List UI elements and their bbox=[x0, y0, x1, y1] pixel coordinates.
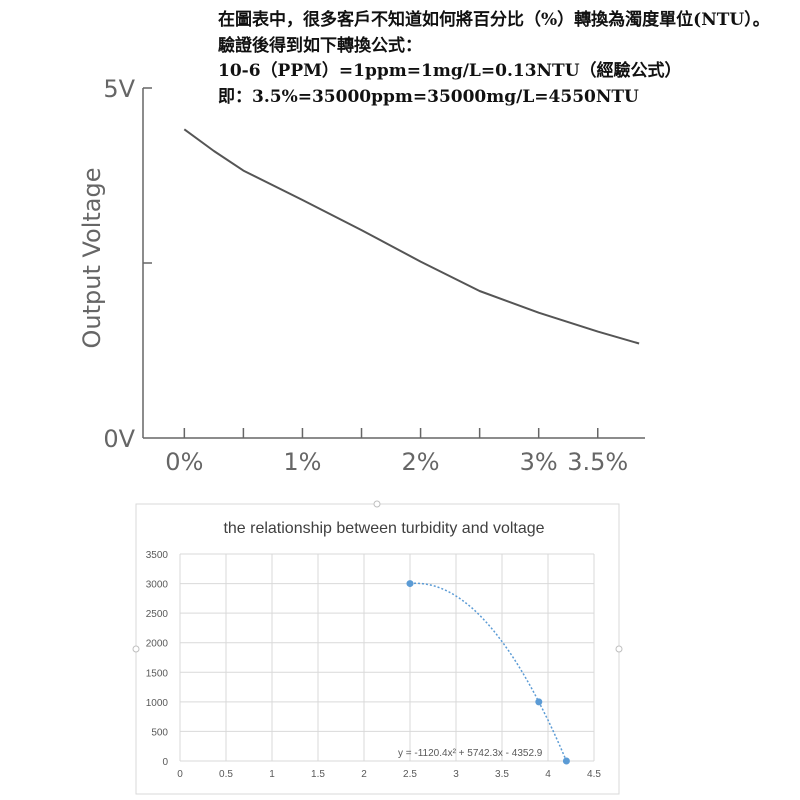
chart2-frame bbox=[135, 503, 620, 795]
chart2-y-tick-label: 3000 bbox=[146, 580, 169, 591]
chart1-y-axis-label: Output Voltage bbox=[78, 167, 106, 348]
chart2-y-ticks: 0 500 1000 1500 2000 2500 3000 3500 bbox=[146, 550, 169, 768]
chart1-x-tick-label: 2% bbox=[402, 448, 440, 476]
chart1-y-tick-label: 0V bbox=[103, 425, 135, 453]
notes-paragraph: 在圖表中，很多客戶不知道如何將百分比（%）轉換為濁度單位(NTU）。 bbox=[218, 10, 770, 30]
chart2-y-tick-label: 2000 bbox=[146, 639, 169, 650]
chart2-y-tick-label: 1000 bbox=[146, 698, 169, 709]
chart2-data-point bbox=[562, 757, 570, 765]
chart2-x-tick-label: 1.5 bbox=[311, 769, 325, 780]
chart2-y-tick-label: 2500 bbox=[146, 609, 169, 620]
notes-line-formula-intro: 驗證後得到如下轉換公式： bbox=[218, 35, 422, 56]
chart2-y-tick-label: 3500 bbox=[146, 550, 169, 561]
chart1-axes bbox=[142, 87, 645, 439]
chart2-y-tick-label: 0 bbox=[162, 757, 168, 768]
chart2-x-tick-label: 4.5 bbox=[587, 769, 601, 780]
chart2-y-tick-label: 500 bbox=[151, 727, 168, 738]
chart2-gridlines bbox=[179, 553, 595, 762]
chart1-x-tick-label: 3.5% bbox=[567, 448, 628, 476]
chart2-x-tick-label: 4 bbox=[545, 769, 551, 780]
chart2-data-point bbox=[535, 698, 543, 706]
chart1-series-line bbox=[183, 128, 640, 345]
chart1-x-ticks: 0% 1% 2% 3% 3.5% bbox=[165, 428, 628, 476]
turbidity-voltage-chart: the relationship between turbidity and v… bbox=[132, 500, 623, 795]
chart2-y-tick-label: 1500 bbox=[146, 668, 169, 679]
chart2-x-tick-label: 2 bbox=[361, 769, 367, 780]
chart2-x-tick-label: 3.5 bbox=[495, 769, 509, 780]
chart2-x-tick-label: 0.5 bbox=[219, 769, 233, 780]
chart1-y-ticks: 5V 0V bbox=[103, 75, 135, 453]
chart1-x-tick-label: 0% bbox=[165, 448, 203, 476]
chart2-data-points bbox=[406, 580, 570, 765]
chart2-x-ticks: 0 0.5 1 1.5 2 2.5 3 3.5 4 4.5 bbox=[177, 769, 601, 780]
chart1-x-tick-label: 1% bbox=[283, 448, 321, 476]
notes-line-example: 即：3.5%=35000ppm=35000mg/L=4550NTU bbox=[218, 86, 639, 107]
chart2-x-tick-label: 3 bbox=[453, 769, 459, 780]
chart2-data-point bbox=[406, 580, 414, 588]
chart1-x-tick-label: 3% bbox=[520, 448, 558, 476]
conversion-notes: 在圖表中，很多客戶不知道如何將百分比（%）轉換為濁度單位(NTU）。 驗證後得到… bbox=[218, 8, 793, 110]
chart2-x-tick-label: 1 bbox=[269, 769, 275, 780]
notes-line-formula: 10-6（PPM）=1ppm=1mg/L=0.13NTU（經驗公式） bbox=[218, 61, 682, 81]
chart2-trendline-equation: y = -1120.4x² + 5742.3x - 4352.9 bbox=[398, 748, 543, 759]
voltage-percent-chart: 0% 1% 2% 3% 3.5% 5V 0V Output Voltage bbox=[78, 75, 645, 476]
chart2-x-tick-label: 0 bbox=[177, 769, 183, 780]
chart2-x-tick-label: 2.5 bbox=[403, 769, 417, 780]
chart1-y-tick-label: 5V bbox=[103, 75, 135, 103]
chart2-resize-handles bbox=[132, 500, 623, 653]
chart2-title: the relationship between turbidity and v… bbox=[223, 520, 544, 537]
